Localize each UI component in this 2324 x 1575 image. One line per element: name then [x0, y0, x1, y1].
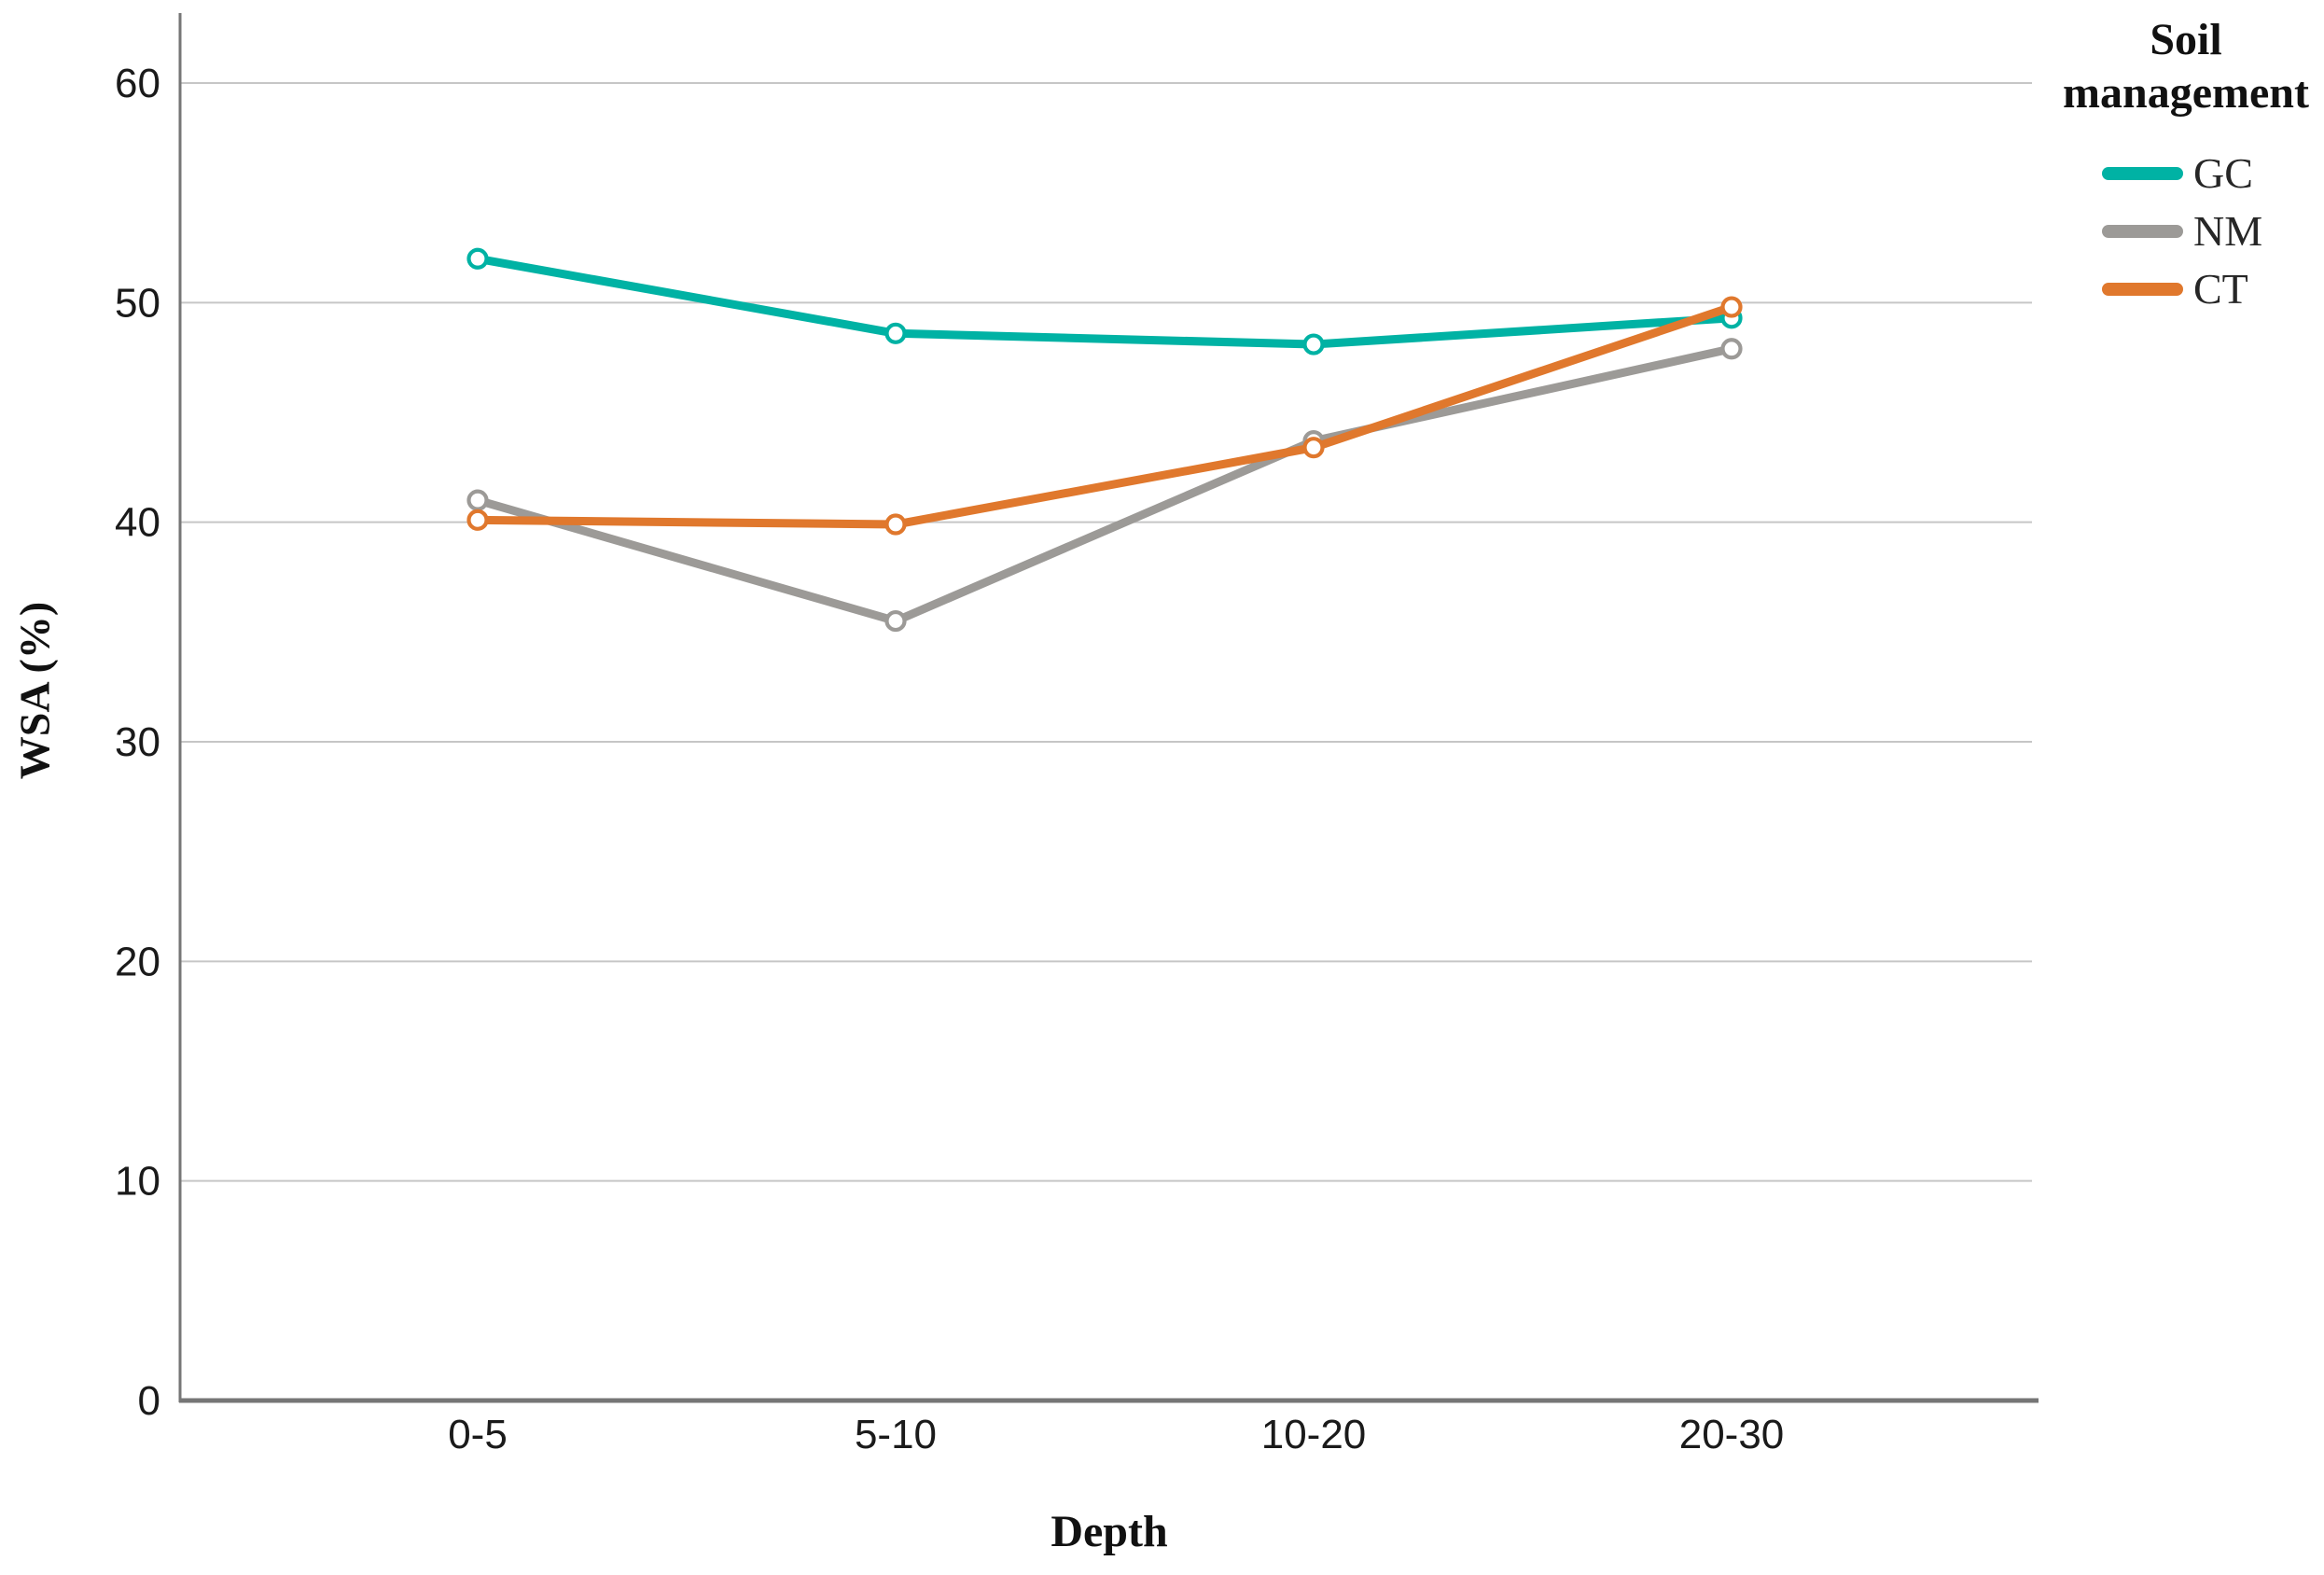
x-tick-label-20-30: 20-30 [1679, 1412, 1785, 1457]
marker-ct-0-5 [466, 509, 489, 531]
y-tick-label-60: 60 [115, 61, 160, 106]
marker-ct-5-10 [884, 513, 907, 536]
x-tick-label-5-10: 5-10 [855, 1412, 937, 1457]
legend-label-gc: GC [2193, 149, 2253, 197]
series-line-nm [473, 344, 1736, 626]
marker-gc-10-20 [1302, 333, 1325, 355]
y-tick-label-0: 0 [138, 1378, 160, 1424]
series-line-gc [473, 254, 1736, 349]
marker-nm-20-30 [1720, 338, 1743, 360]
y-tick-label-20: 20 [115, 939, 160, 984]
legend-item-ct: CT [2102, 264, 2262, 314]
legend-swatch-ct [2102, 283, 2183, 296]
y-tick-label-40: 40 [115, 500, 160, 546]
marker-gc-0-5 [466, 247, 489, 270]
legend-label-nm: NM [2193, 207, 2263, 255]
legend-swatch-nm [2102, 225, 2183, 238]
y-axis-title: WSA (%) [10, 601, 59, 780]
marker-ct-10-20 [1302, 437, 1325, 459]
marker-nm-0-5 [466, 489, 489, 511]
legend-item-nm: NM [2102, 206, 2262, 257]
marker-ct-20-30 [1720, 296, 1743, 318]
y-tick-label-10: 10 [115, 1159, 160, 1205]
y-tick-label-50: 50 [115, 280, 160, 326]
marker-gc-5-10 [884, 322, 907, 344]
legend-items: GC NM CT [2102, 148, 2262, 314]
legend-label-ct: CT [2193, 265, 2248, 313]
y-tick-label-30: 30 [115, 719, 160, 765]
x-tick-label-10-20: 10-20 [1261, 1412, 1367, 1457]
x-axis-title: Depth [1051, 1507, 1168, 1556]
legend-item-gc: GC [2102, 148, 2262, 199]
marker-nm-5-10 [884, 609, 907, 633]
x-tick-label-0-5: 0-5 [448, 1412, 508, 1457]
legend-swatch-gc [2102, 167, 2183, 180]
legend-title: Soil management [2063, 15, 2309, 118]
series-line-ct [473, 302, 1736, 529]
